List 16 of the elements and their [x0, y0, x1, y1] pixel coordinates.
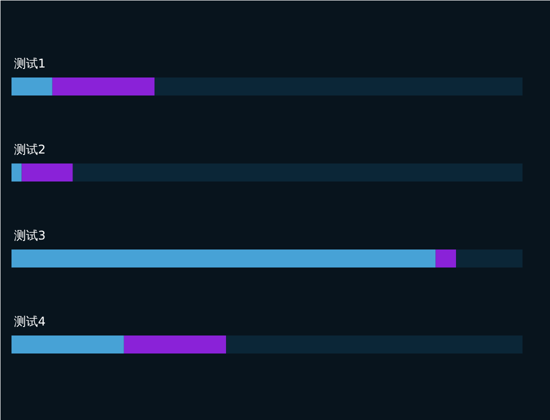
bar [154, 77, 522, 96]
y-tick-label: 测试2 [14, 142, 46, 156]
y-tick-label: 测试1 [14, 56, 46, 70]
y-tick-label: 测试4 [14, 314, 46, 328]
bar [12, 335, 124, 354]
bar [436, 249, 456, 268]
bar [226, 335, 522, 354]
bar [456, 249, 522, 268]
bar [12, 163, 22, 182]
bar [22, 163, 73, 182]
y-tick-label: 测试3 [14, 228, 46, 242]
bar [12, 249, 436, 268]
bar [124, 335, 226, 354]
bar [72, 163, 522, 182]
bar [52, 77, 155, 96]
bar [12, 77, 52, 96]
